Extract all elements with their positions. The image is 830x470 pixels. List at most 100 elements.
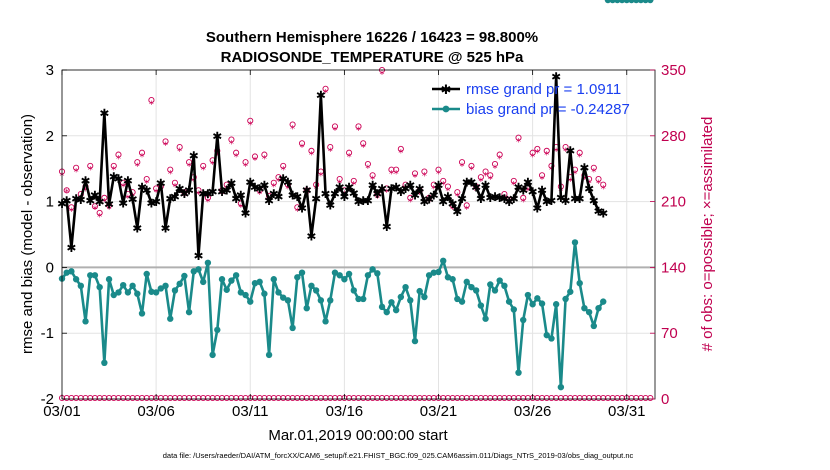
- rmse-point: ✱: [518, 183, 528, 197]
- obs-possible-zero-point: [378, 394, 386, 402]
- obs-assimilated-point: *: [455, 191, 460, 202]
- obs-possible-zero-point: [261, 394, 268, 402]
- obs-possible-point: [454, 189, 461, 196]
- obs-assimilated-point: *: [182, 191, 187, 202]
- obs-possible-zero-point: [426, 394, 433, 402]
- obs-possible-zero-point: [322, 394, 329, 402]
- x-tick-label: 03/26: [514, 403, 552, 420]
- obs-possible-point: [538, 172, 546, 179]
- obs-assimilated-point: *: [488, 175, 493, 186]
- bias-point: [199, 278, 207, 286]
- obs-possible-point: [595, 175, 602, 183]
- bias-point: [101, 359, 108, 367]
- rmse-point: ✱: [462, 175, 472, 189]
- rmse-point: ✱: [212, 129, 222, 143]
- bias-point: [228, 277, 235, 284]
- obs-assimilated-point: *: [441, 180, 446, 191]
- obs-possible-point: [360, 140, 367, 147]
- obs-assimilated-point: *: [172, 182, 177, 193]
- obs-assimilated-point: *: [243, 161, 248, 172]
- rmse-point: ✱: [165, 192, 175, 206]
- bias-point: [138, 310, 146, 317]
- bias-point: [609, 0, 616, 4]
- obs-possible-zero-point: [120, 394, 127, 402]
- obs-assimilated-point: *: [252, 156, 257, 167]
- bias-point: [642, 0, 649, 4]
- bias-point: [378, 303, 386, 311]
- bias-point: [247, 298, 254, 305]
- rmse-point: ✱: [575, 192, 585, 206]
- bias-point: [529, 301, 536, 308]
- rmse-point: ✱: [113, 172, 123, 186]
- obs-possible-zero-point: [506, 394, 513, 402]
- rmse-point: ✱: [311, 192, 321, 206]
- obs-assimilated-point: *: [568, 176, 573, 187]
- obs-possible-zero-point: [637, 394, 644, 402]
- bias-point: [204, 259, 212, 266]
- obs-possible-zero-point: [449, 394, 456, 402]
- obs-assimilated-point: *: [285, 184, 290, 195]
- obs-possible-zero-point: [190, 394, 197, 402]
- obs-possible-zero-point: [388, 394, 395, 402]
- obs-assimilated-point: *: [601, 184, 606, 195]
- obs-possible-zero-point: [313, 394, 320, 402]
- obs-assimilated-point: *: [229, 139, 234, 150]
- obs-assimilated-point: *: [389, 169, 394, 180]
- obs-possible-point: [444, 183, 451, 190]
- bias-point: [303, 304, 310, 312]
- rmse-point: ✱: [236, 189, 246, 203]
- obs-possible-point: [73, 164, 80, 171]
- bias-point: [524, 291, 532, 299]
- obs-assimilated-point: *: [177, 146, 182, 157]
- series-lines: ✱✱✱✱✱✱✱✱✱✱✱✱✱✱✱✱✱✱✱✱✱✱✱✱✱✱✱✱✱✱✱✱✱✱✱✱✱✱✱✱…: [57, 0, 655, 391]
- obs-assimilated-point: *: [445, 186, 450, 197]
- obs-possible-zero-point: [411, 394, 419, 402]
- obs-possible-zero-point: [534, 394, 541, 402]
- obs-assimilated-point: *: [102, 197, 107, 208]
- obs-possible-zero-point: [143, 394, 150, 402]
- rmse-point: ✱: [476, 192, 486, 206]
- rmse-point: ✱: [391, 181, 401, 195]
- obs-possible-zero-point: [162, 394, 169, 402]
- obs-possible-zero-point: [369, 394, 376, 402]
- bias-point: [520, 316, 527, 324]
- obs-possible-point: [247, 117, 254, 124]
- obs-assimilated-point: *: [149, 99, 154, 110]
- bias-point: [548, 335, 555, 342]
- obs-assimilated-point: *: [516, 137, 521, 148]
- rmse-point: ✱: [71, 192, 81, 206]
- bias-point: [604, 0, 612, 4]
- bias-point: [148, 288, 155, 295]
- x-tick-label: 03/01: [43, 403, 81, 420]
- x-tick-label: 03/31: [608, 403, 646, 420]
- rmse-point: ✱: [415, 182, 425, 196]
- obs-assimilated-point: *: [328, 146, 333, 157]
- obs-assimilated-point: *: [83, 186, 88, 197]
- obs-possible-point: [468, 162, 475, 169]
- bias-point: [134, 290, 141, 297]
- obs-assimilated-point: *: [248, 120, 253, 131]
- rmse-point: ✱: [217, 185, 227, 199]
- rmse-point: ✱: [226, 177, 236, 191]
- obs-possible-zero-point: [218, 394, 226, 402]
- obs-possible-point: [421, 168, 428, 175]
- obs-possible-zero-point: [562, 394, 569, 402]
- y-tick-label: 0: [46, 259, 54, 276]
- obs-assimilated-point: *: [497, 154, 502, 165]
- obs-possible-point: [430, 181, 437, 188]
- obs-possible-zero-point: [303, 394, 310, 402]
- obs-possible-point: [440, 177, 447, 184]
- bias-point: [355, 295, 362, 303]
- rmse-point: ✱: [495, 191, 505, 205]
- rmse-point: ✱: [95, 195, 105, 209]
- rmse-point: ✱: [302, 183, 312, 197]
- obs-assimilated-point: *: [492, 163, 497, 174]
- bias-point: [124, 289, 132, 296]
- obs-possible-zero-point: [129, 394, 136, 402]
- bias-point: [284, 297, 292, 304]
- obs-assimilated-point: *: [582, 175, 587, 186]
- legend: ✱ rmse grand pr = 1.0911 bias grand pr =…: [432, 81, 630, 118]
- obs-possible-zero-point: [68, 394, 75, 402]
- rmse-point: ✱: [104, 198, 114, 212]
- rmse-point: ✱: [593, 204, 603, 218]
